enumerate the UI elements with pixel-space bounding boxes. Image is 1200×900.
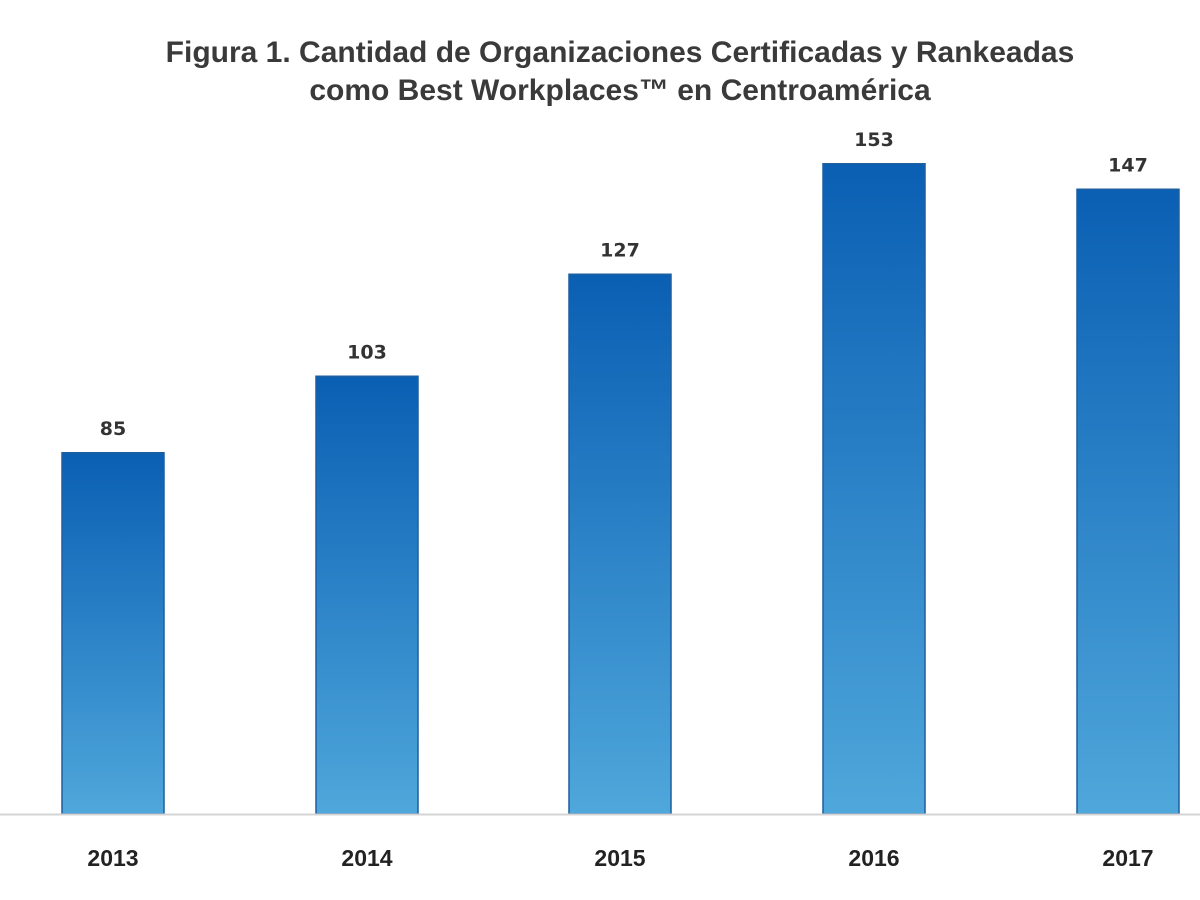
bar-2016	[822, 163, 926, 815]
data-label-2015: 127	[600, 239, 640, 261]
bar-2013	[61, 452, 165, 815]
data-label-2017: 147	[1108, 154, 1148, 176]
data-labels-group: 85 103 127 153 147	[100, 129, 1148, 440]
bar-2014	[315, 375, 419, 815]
x-tick-label-2014: 2014	[341, 845, 392, 871]
data-label-2013: 85	[100, 418, 126, 440]
chart-title: Figura 1. Cantidad de Organizaciones Cer…	[165, 36, 1075, 69]
x-tick-labels-group: 2013 2014 2015 2016 2017	[87, 845, 1153, 871]
chart-subtitle: como Best Workplaces™ en Centroamérica	[309, 74, 931, 107]
x-tick-label-2017: 2017	[1102, 845, 1153, 871]
chart-title-block: Figura 1. Cantidad de Organizaciones Cer…	[0, 34, 1200, 110]
bar-2015	[568, 273, 672, 815]
x-tick-label-2016: 2016	[848, 845, 899, 871]
bar-2017	[1076, 188, 1180, 815]
x-tick-label-2013: 2013	[87, 845, 138, 871]
bars-group	[61, 163, 1180, 815]
data-label-2014: 103	[347, 341, 387, 363]
data-label-2016: 153	[854, 129, 894, 151]
x-tick-label-2015: 2015	[594, 845, 645, 871]
